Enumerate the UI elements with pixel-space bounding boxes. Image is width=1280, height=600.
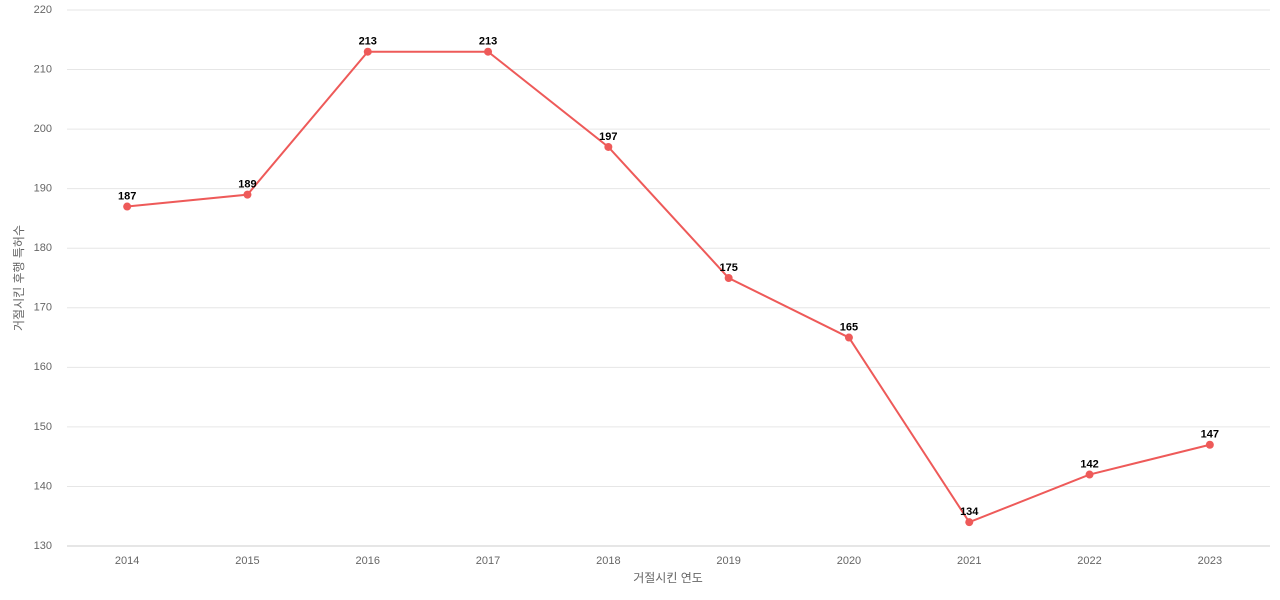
- y-axis-title: 거절시킨 후행 특허수: [11, 225, 26, 331]
- y-tick-label: 180: [34, 242, 52, 254]
- value-label: 142: [1080, 458, 1098, 470]
- point: [1085, 470, 1094, 479]
- value-label: 213: [359, 36, 377, 48]
- x-tick-label: 2017: [476, 555, 500, 567]
- point: [123, 202, 132, 211]
- x-tick-label: 2019: [716, 555, 740, 567]
- point: [243, 190, 252, 199]
- y-tick-label: 150: [34, 421, 52, 433]
- series-line: [127, 50, 1211, 524]
- x-tick-label: 2020: [837, 555, 861, 567]
- point: [724, 274, 733, 282]
- value-label: 147: [1201, 429, 1219, 441]
- point: [604, 142, 613, 151]
- value-label: 187: [118, 190, 136, 202]
- point: [844, 333, 853, 342]
- y-tick-label: 160: [34, 361, 52, 373]
- value-label: 189: [238, 179, 256, 191]
- x-tick-label: 2022: [1077, 555, 1101, 567]
- x-tick-label: 2016: [356, 555, 380, 567]
- y-tick-label: 140: [34, 480, 52, 492]
- value-label: 134: [960, 506, 979, 518]
- point: [965, 518, 974, 527]
- x-tick-label: 2021: [957, 555, 981, 567]
- y-tick-label: 210: [34, 63, 52, 75]
- y-tick-label: 130: [34, 540, 52, 552]
- x-tick-label: 2023: [1198, 555, 1222, 567]
- x-tick-label: 2014: [115, 555, 139, 567]
- y-tick-label: 190: [34, 183, 52, 195]
- y-tick-label: 200: [34, 123, 52, 135]
- x-tick-label: 2018: [596, 555, 620, 567]
- x-axis-title: 거절시킨 연도: [633, 571, 703, 585]
- point: [363, 47, 372, 56]
- x-tick-label: 2015: [235, 555, 259, 567]
- value-label: 175: [719, 262, 737, 274]
- value-label: 165: [840, 321, 858, 333]
- y-tick-label: 220: [34, 4, 52, 16]
- value-label: 213: [479, 36, 497, 48]
- value-label: 197: [599, 131, 617, 143]
- y-tick-label: 170: [34, 302, 52, 314]
- point: [484, 47, 493, 56]
- point: [1205, 440, 1214, 449]
